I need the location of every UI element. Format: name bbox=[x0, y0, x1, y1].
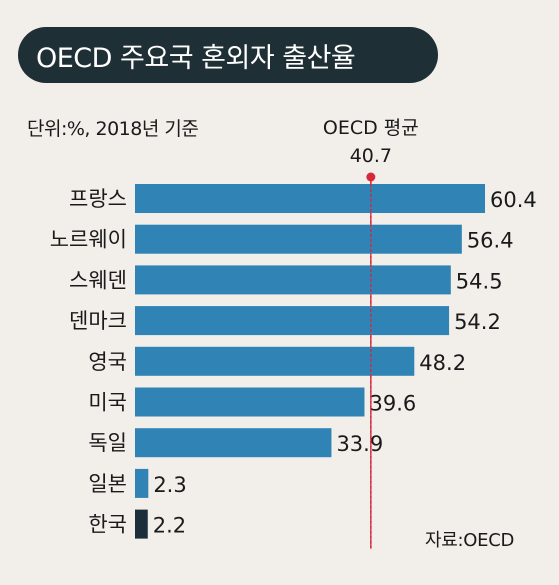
avg-value-label: 40.7 bbox=[350, 145, 392, 167]
bar bbox=[135, 184, 485, 213]
value-label: 33.9 bbox=[336, 432, 383, 456]
bar bbox=[135, 306, 450, 336]
avg-label: OECD 평균 bbox=[323, 117, 419, 139]
bar bbox=[135, 468, 149, 498]
category-label: 독일 bbox=[88, 431, 127, 455]
category-label: 스웨덴 bbox=[69, 268, 127, 292]
value-label: 56.4 bbox=[467, 229, 514, 253]
bar bbox=[135, 265, 451, 295]
avg-marker bbox=[366, 172, 376, 182]
value-label: 54.5 bbox=[456, 269, 503, 293]
value-label: 48.2 bbox=[419, 351, 466, 375]
category-label: 덴마크 bbox=[69, 309, 127, 333]
title-banner: OECD 주요국 혼외자 출산율 bbox=[18, 27, 438, 83]
chart-title: OECD 주요국 혼외자 출산율 bbox=[36, 42, 356, 74]
bar bbox=[135, 224, 462, 254]
bar bbox=[135, 346, 415, 376]
value-label: 39.6 bbox=[369, 392, 416, 416]
value-label: 2.3 bbox=[153, 473, 186, 497]
value-label: 2.2 bbox=[153, 514, 186, 538]
category-label: 노르웨이 bbox=[50, 228, 127, 252]
bar bbox=[135, 387, 365, 417]
value-label: 54.2 bbox=[454, 310, 501, 334]
value-label: 60.4 bbox=[490, 188, 537, 212]
category-label: 한국 bbox=[88, 513, 127, 537]
source-note: 자료:OECD bbox=[425, 530, 515, 551]
category-label: 프랑스 bbox=[69, 187, 127, 211]
bar bbox=[135, 428, 332, 458]
unit-note: 단위:%, 2018년 기준 bbox=[27, 118, 199, 140]
category-label: 영국 bbox=[88, 350, 127, 374]
category-label: 일본 bbox=[88, 472, 127, 496]
bar bbox=[135, 509, 148, 539]
category-label: 미국 bbox=[88, 391, 127, 415]
